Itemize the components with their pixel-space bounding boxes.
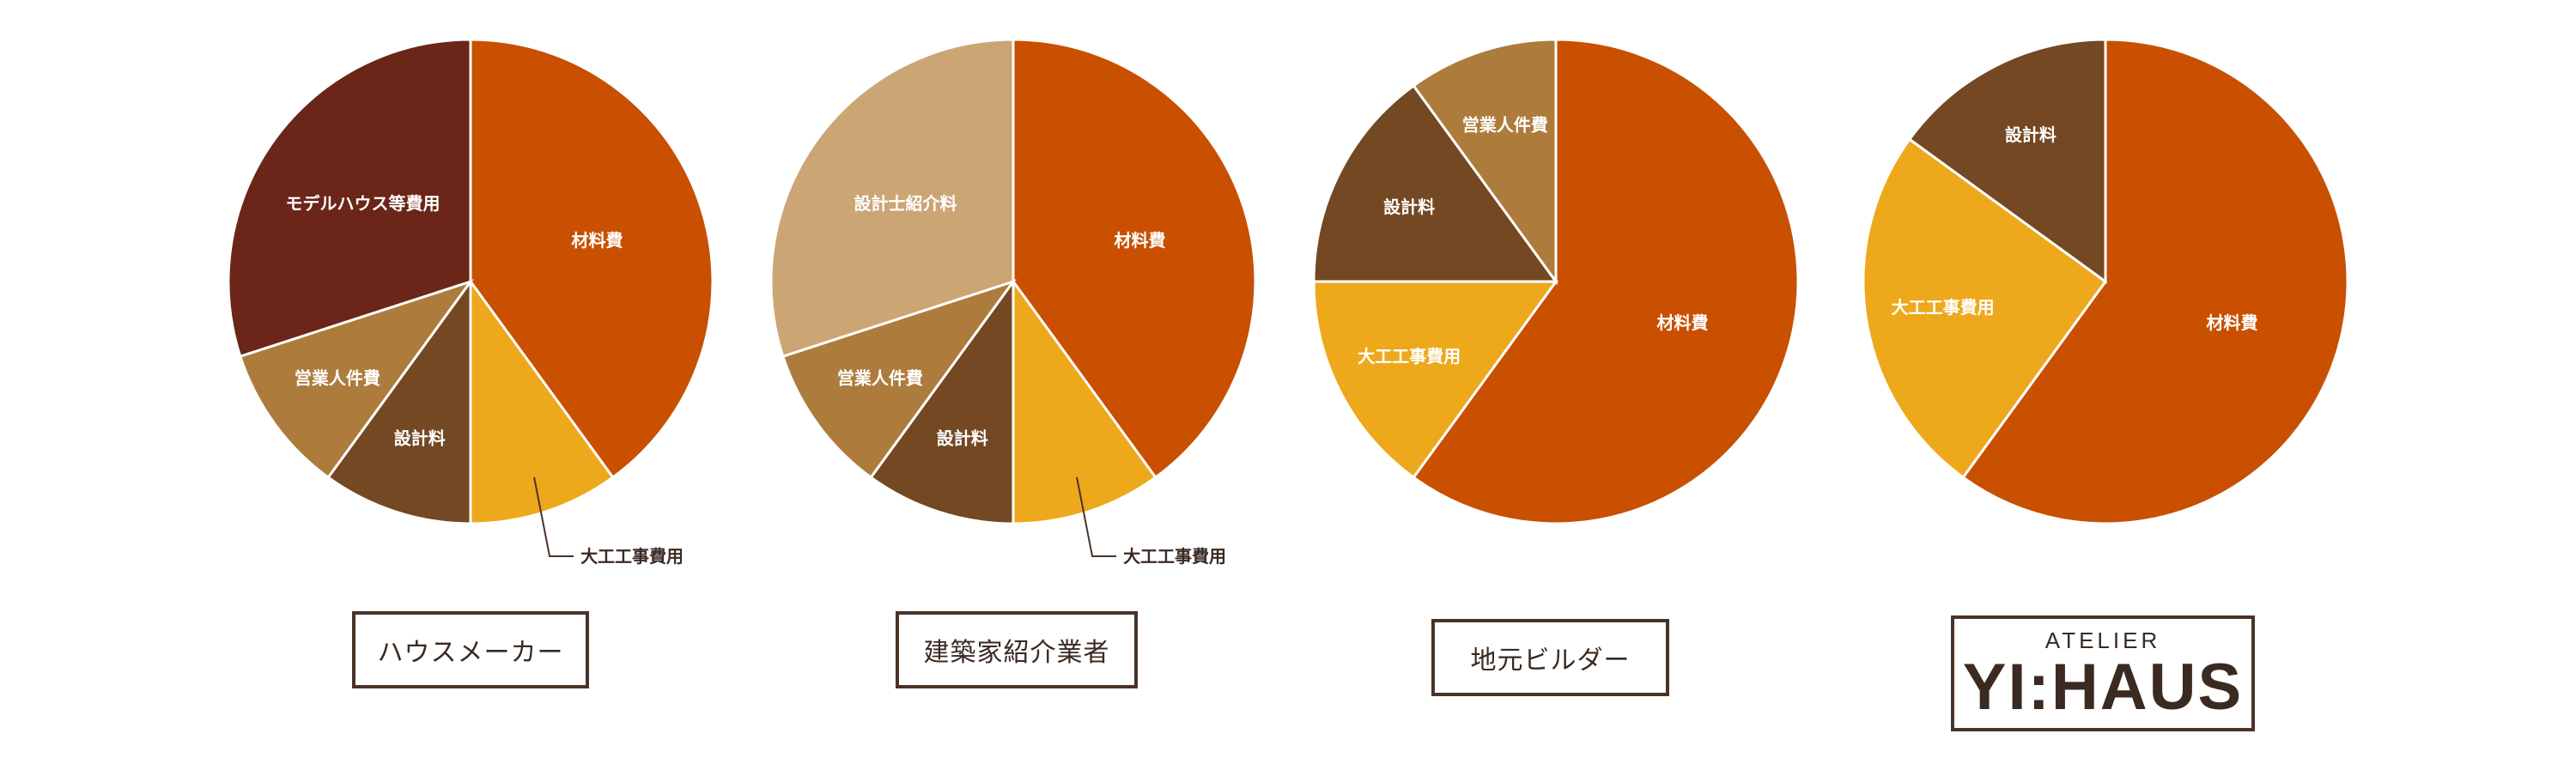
pie-charts-svg: 材料費大工工事費用設計料営業人件費モデルハウス等費用材料費大工工事費用設計料営業… <box>227 38 2349 567</box>
pie-slice <box>1412 38 1800 525</box>
pie-slice <box>869 277 1015 525</box>
pie-slice <box>326 277 472 525</box>
slice-label: 営業人件費 <box>295 368 380 389</box>
pie-slice <box>1012 38 1257 480</box>
pie-slice <box>1312 83 1558 283</box>
pie-slice <box>1312 280 1558 480</box>
slice-label: 営業人件費 <box>1462 115 1548 136</box>
slice-label: 設計士紹介料 <box>854 193 957 214</box>
slice-label: 材料費 <box>572 230 623 251</box>
caption-text: 建築家紹介業者 <box>923 638 1110 668</box>
callout-line <box>1076 476 1117 557</box>
slice-label: 大工工事費用 <box>1123 546 1226 567</box>
caption-text: 地元ビルダー <box>1470 646 1631 676</box>
slice-label: 設計料 <box>937 427 988 448</box>
slice-label: 設計料 <box>394 427 446 448</box>
atelier-yihaus-logo: ATELIER YI:HAUS <box>1951 615 2255 731</box>
pie-chart-3: 材料費 大工工事費用 設計料 <box>1862 38 2349 525</box>
slice-label: 材料費 <box>2207 312 2258 333</box>
slice-label: 大工工事費用 <box>1892 297 1995 318</box>
pie-slice <box>238 279 474 480</box>
slice-label: 設計料 <box>1383 197 1435 217</box>
caption-text: ハウスメーカー <box>377 638 564 668</box>
logo-main-text: YI:HAUS <box>1962 650 2244 724</box>
caption-local-builder: 地元ビルダー <box>1431 619 1669 696</box>
pie-slice <box>1412 38 1558 286</box>
slice-label: 材料費 <box>1657 312 1709 333</box>
pie-slice <box>1862 137 2108 480</box>
pie-slice <box>1907 38 2107 284</box>
slice-label: 大工工事費用 <box>1358 346 1461 367</box>
pie-slice <box>469 38 714 480</box>
slice-label: 設計料 <box>2005 124 2057 145</box>
slice-label: 材料費 <box>1115 230 1166 251</box>
pie-slice <box>469 277 615 525</box>
slice-label: 大工工事費用 <box>580 546 683 567</box>
pie-slice <box>769 38 1015 359</box>
pie-slice <box>1961 38 2349 525</box>
logo-top-text: ATELIER <box>2044 627 2161 653</box>
slice-label: モデルハウス等費用 <box>286 193 440 214</box>
slice-label: 営業人件費 <box>837 368 923 389</box>
pie-slice <box>227 38 472 359</box>
pie-slice <box>1012 277 1157 525</box>
callout-line <box>533 476 574 557</box>
caption-architect-agency: 建築家紹介業者 <box>896 611 1138 688</box>
caption-house-maker: ハウスメーカー <box>352 611 589 688</box>
pie-slice <box>781 279 1017 480</box>
